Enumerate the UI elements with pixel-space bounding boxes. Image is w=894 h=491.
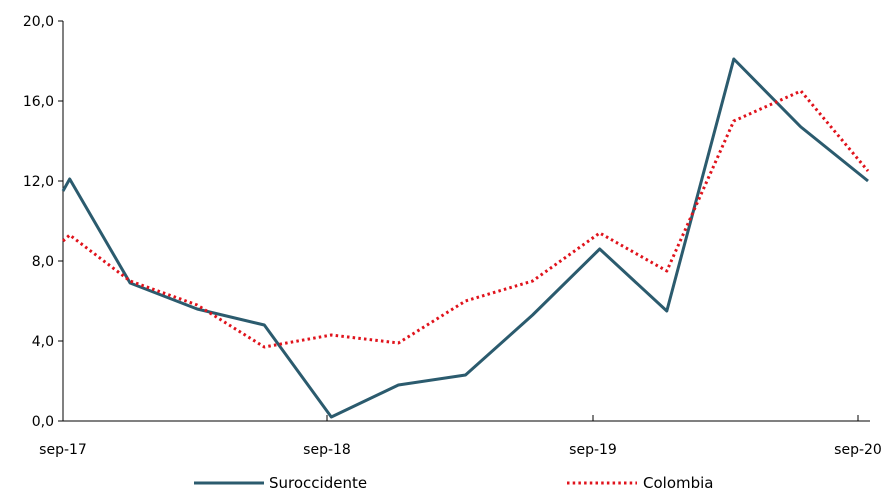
y-tick-label: 16,0	[23, 94, 54, 110]
x-axis-ticks: sep-17 sep-18 sep-19 sep-20	[39, 415, 882, 458]
y-tick-label: 0,0	[32, 414, 54, 430]
x-tick-label: sep-19	[569, 442, 617, 458]
y-tick-label: 4,0	[32, 334, 54, 350]
y-axis-ticks: 0,0 4,0 8,0 12,0 16,0 20,0	[23, 14, 63, 430]
series-line-suroccidente	[61, 57, 869, 419]
y-tick-label: 20,0	[23, 14, 54, 30]
series-line-colombia	[61, 89, 870, 349]
series-layer	[61, 57, 870, 419]
x-tick-label: sep-17	[39, 442, 87, 458]
y-tick-label: 12,0	[23, 174, 54, 190]
y-tick-label: 8,0	[32, 254, 54, 270]
legend-label-colombia: Colombia	[643, 474, 714, 491]
x-tick-label: sep-18	[303, 442, 351, 458]
x-tick-label: sep-20	[834, 442, 882, 458]
legend: Suroccidente Colombia	[194, 474, 714, 491]
legend-label-suroccidente: Suroccidente	[269, 474, 367, 491]
axes	[62, 21, 870, 422]
